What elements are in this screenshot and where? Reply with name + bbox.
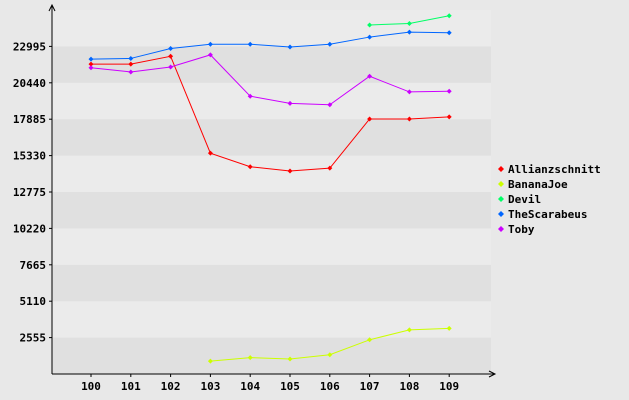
data-point (367, 116, 373, 122)
data-point (446, 13, 452, 19)
y-tick-label: 20440 (13, 77, 46, 90)
data-point (406, 327, 412, 333)
y-tick-label: 17885 (13, 113, 46, 126)
data-point (207, 52, 213, 58)
legend-marker (498, 226, 504, 232)
legend-marker (498, 166, 504, 172)
legend-label: Allianzschnitt (508, 163, 601, 176)
series-allianzschnitt (88, 53, 452, 174)
data-point (207, 41, 213, 47)
data-point (406, 89, 412, 95)
data-point (128, 69, 134, 75)
grid-band (52, 301, 491, 338)
data-point (367, 22, 373, 28)
data-point (367, 337, 373, 343)
series-bananajoe (207, 325, 452, 364)
legend-label: TheScarabeus (508, 208, 587, 221)
legend-item: TheScarabeus (498, 208, 587, 221)
x-tick-label: 105 (280, 380, 300, 393)
x-tick-label: 100 (81, 380, 101, 393)
legend-marker (498, 211, 504, 217)
y-tick-label: 2555 (20, 332, 47, 345)
grid-band (52, 337, 491, 374)
data-point (327, 41, 333, 47)
grid-band (52, 228, 491, 265)
y-tick-label: 12775 (13, 186, 46, 199)
data-point (446, 30, 452, 36)
data-point (406, 21, 412, 27)
series-line (90, 31, 450, 60)
data-point (247, 164, 253, 170)
y-tick-label: 22995 (13, 40, 46, 53)
data-point (406, 29, 412, 35)
y-tick-label: 15330 (13, 150, 46, 163)
series-line (91, 55, 450, 172)
data-point (367, 73, 373, 79)
data-point (287, 100, 293, 106)
legend-item: Allianzschnitt (498, 163, 601, 176)
grid-band (52, 264, 491, 302)
data-point (247, 355, 253, 361)
x-tick-label: 107 (360, 380, 380, 393)
x-axis-arrow (488, 370, 497, 378)
series-devil (367, 13, 452, 28)
data-point (88, 61, 94, 67)
y-axis-arrow (48, 3, 56, 12)
x-tick-label: 106 (320, 380, 340, 393)
data-point (88, 65, 94, 71)
data-point (287, 168, 293, 174)
data-point (287, 44, 293, 50)
legend-label: BananaJoe (508, 178, 568, 191)
legend-marker (498, 196, 504, 202)
y-tick-label: 7665 (20, 259, 47, 272)
data-point (446, 88, 452, 94)
data-point (168, 64, 174, 70)
legend: Allianzschnitt BananaJoe Devil TheScarabeus… (498, 163, 601, 236)
data-point (168, 45, 174, 51)
y-tick-label: 10220 (13, 222, 46, 235)
data-point (446, 114, 452, 120)
legend-label: Toby (508, 223, 535, 236)
data-point (247, 93, 253, 99)
data-point (327, 102, 333, 108)
data-point (287, 356, 293, 362)
legend-item: Toby (498, 223, 535, 236)
grid-band (52, 155, 491, 192)
legend-label: Devil (508, 193, 541, 206)
series-lines (88, 13, 452, 364)
grid-band (52, 119, 491, 156)
data-point (327, 352, 333, 358)
data-point (88, 56, 94, 62)
data-point (128, 55, 134, 61)
data-point (207, 358, 213, 364)
data-point (168, 53, 174, 59)
data-point (446, 325, 452, 331)
data-point (406, 116, 412, 122)
legend-item: Devil (498, 193, 541, 206)
legend-marker (498, 181, 504, 187)
tick-labels: 2555 5110 7665 10220 12775 15330 17885 20440 229… (13, 40, 459, 393)
grid-band (52, 192, 491, 229)
series-line (90, 54, 450, 106)
data-point (128, 61, 134, 67)
grid-band (52, 82, 491, 120)
x-tick-label: 109 (439, 380, 459, 393)
data-point (367, 34, 373, 40)
data-point (247, 41, 253, 47)
grid-band (52, 10, 491, 47)
x-tick-label: 104 (240, 380, 260, 393)
x-tick-label: 108 (399, 380, 419, 393)
y-tick-label: 5110 (20, 295, 47, 308)
data-point (327, 165, 333, 171)
series-thescarabeus (88, 29, 452, 62)
x-tick-label: 103 (200, 380, 220, 393)
axes (48, 3, 497, 378)
data-point (207, 150, 213, 156)
x-tick-label: 102 (161, 380, 181, 393)
x-tick-label: 101 (121, 380, 141, 393)
series-toby (88, 52, 452, 108)
legend-item: BananaJoe (498, 178, 568, 191)
